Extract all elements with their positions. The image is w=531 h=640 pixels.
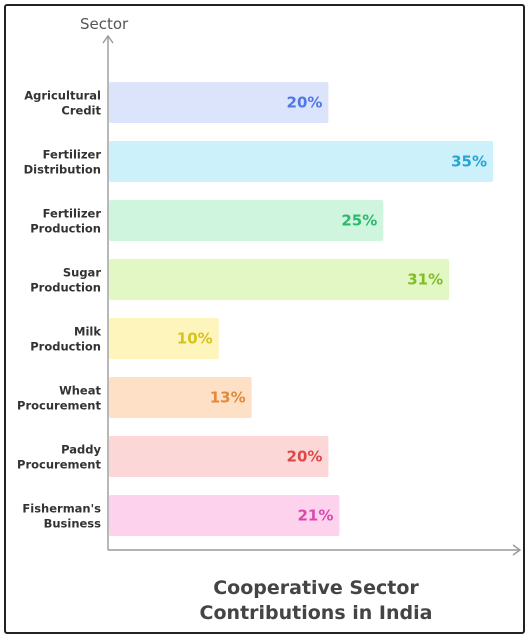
tick-label: Wheat Procurement	[17, 384, 101, 413]
data-label: 13%	[210, 389, 246, 407]
chart-title: Cooperative Sector Contributions in India	[200, 577, 433, 624]
tick-label: Sugar Production	[30, 266, 101, 295]
data-label: 35%	[451, 153, 487, 171]
tick-label: Milk Production	[30, 325, 101, 354]
bar	[109, 318, 219, 359]
data-label: 10%	[177, 330, 213, 348]
bar	[109, 141, 493, 182]
bar-chart: 20% Agricultural Credit 35% Fertilizer Distri…	[17, 15, 522, 624]
bar	[109, 377, 252, 418]
tick-label: Fertilizer Distribution	[24, 148, 102, 177]
tick-label: Paddy Procurement	[17, 443, 101, 472]
bar	[109, 436, 329, 477]
tick-label: Agricultural Credit	[24, 89, 101, 118]
y-axis-title: Sector	[80, 15, 129, 33]
data-label: 25%	[341, 212, 377, 230]
chart-frame: 20% Agricultural Credit 35% Fertilizer Distri…	[4, 4, 525, 634]
tick-label: Fisherman's Business	[22, 502, 101, 531]
y-axis-arrow	[102, 34, 114, 44]
bar	[109, 82, 329, 123]
data-label: 20%	[287, 448, 323, 466]
data-label: 21%	[297, 507, 333, 525]
tick-label: Fertilizer Production	[30, 207, 101, 236]
data-label: 20%	[287, 94, 323, 112]
bar	[109, 495, 340, 536]
bar	[109, 259, 450, 300]
bar	[109, 200, 384, 241]
data-label: 31%	[407, 271, 443, 289]
x-axis-arrow	[512, 544, 522, 556]
